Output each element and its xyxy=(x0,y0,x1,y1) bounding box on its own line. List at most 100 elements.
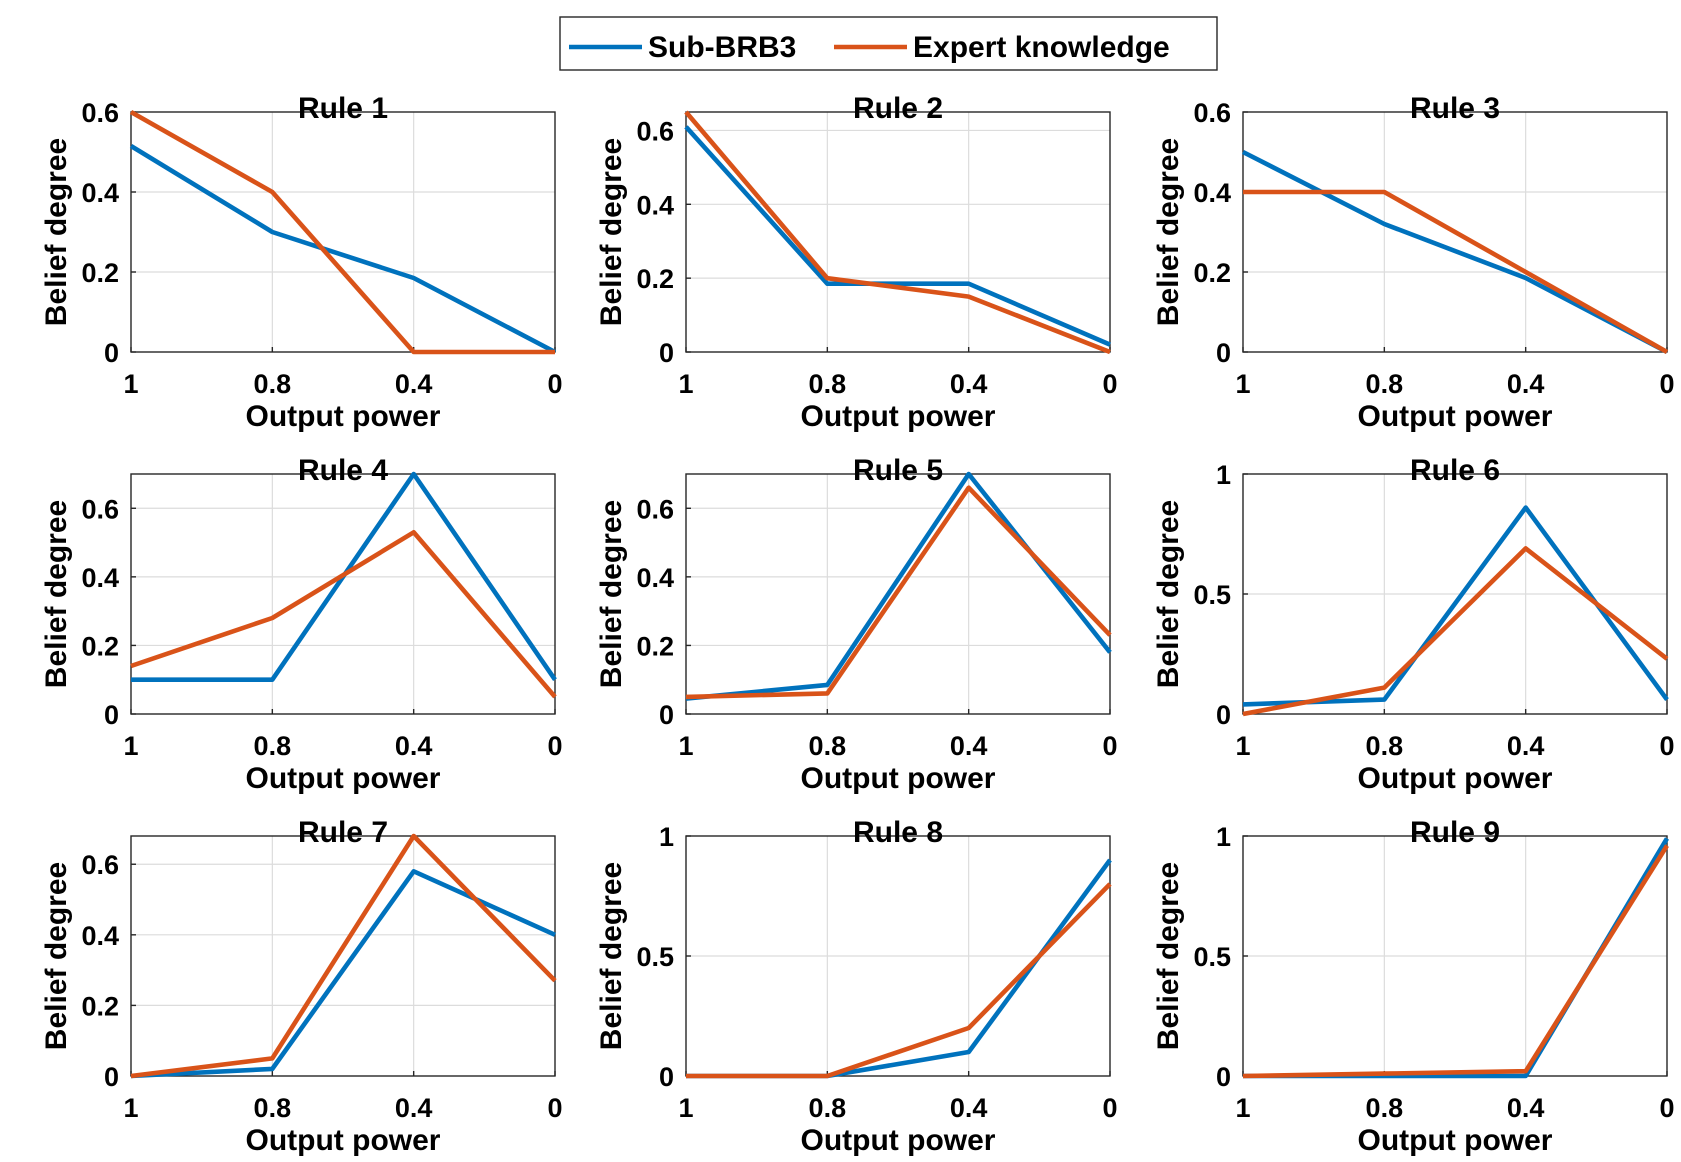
x-tick-label: 0.4 xyxy=(395,731,433,761)
x-tick-label: 0 xyxy=(1102,731,1117,761)
y-tick-label: 0.4 xyxy=(81,563,119,593)
subplot-rule-6: 1 0.8 0.4 0 0 0.5 1 Rule 6 Output power Belief de… xyxy=(1152,454,1675,795)
y-tick-label: 1 xyxy=(659,822,674,852)
x-axis-label: Output power xyxy=(1358,1124,1553,1157)
y-tick-label: 0.6 xyxy=(1193,98,1231,128)
x-tick-label: 0.4 xyxy=(1507,369,1545,399)
subplot-rule-4: 1 0.8 0.4 0 0 0.2 0.4 0.6 Rule 4 Output power Beli… xyxy=(40,454,563,795)
x-tick-label: 0 xyxy=(547,731,562,761)
series-line-expert-knowledge xyxy=(129,109,555,355)
y-tick-label: 0.6 xyxy=(81,850,119,880)
series-line-expert-knowledge xyxy=(686,882,1112,1079)
series-line-sub-brb3 xyxy=(684,125,1111,347)
x-tick-label: 0 xyxy=(1659,369,1674,399)
y-tick-label: 0.6 xyxy=(636,116,674,146)
x-tick-label: 1 xyxy=(678,1093,693,1123)
series-line-expert-knowledge xyxy=(685,485,1112,700)
x-tick-label: 0 xyxy=(1102,1093,1117,1123)
axes-frame xyxy=(130,111,556,353)
series-line-expert-knowledge xyxy=(1243,189,1669,355)
y-tick-label: 0.5 xyxy=(636,942,674,972)
x-tick-label: 1 xyxy=(1235,731,1250,761)
y-tick-label: 0.2 xyxy=(81,631,119,661)
y-axis-label: Belief degree xyxy=(1152,862,1185,1050)
x-tick-label: 1 xyxy=(123,369,138,399)
y-axis-label: Belief degree xyxy=(1152,138,1185,326)
y-tick-label: 1 xyxy=(1216,460,1231,490)
y-tick-label: 0.6 xyxy=(81,98,119,128)
x-tick-label: 0 xyxy=(1659,1093,1674,1123)
x-tick-label: 1 xyxy=(1235,369,1250,399)
series-line-expert-knowledge xyxy=(130,529,557,699)
x-tick-label: 0.8 xyxy=(1366,731,1404,761)
axes-frame xyxy=(1242,473,1668,715)
x-tick-label: 0.4 xyxy=(950,369,988,399)
x-tick-label: 0.4 xyxy=(395,369,433,399)
x-tick-label: 0.8 xyxy=(254,369,292,399)
subplot-title: Rule 4 xyxy=(298,454,388,487)
series-line-sub-brb3 xyxy=(129,144,557,355)
x-tick-label: 0.4 xyxy=(1507,731,1545,761)
y-axis-label: Belief degree xyxy=(40,500,73,688)
subplot-title: Rule 1 xyxy=(298,92,388,125)
x-axis-label: Output power xyxy=(246,762,441,795)
subplot-rule-8: 1 0.8 0.4 0 0 0.5 1 Rule 8 Output power Belief de… xyxy=(595,816,1118,1157)
y-tick-label: 0 xyxy=(1216,1062,1231,1092)
y-tick-label: 0 xyxy=(104,1062,119,1092)
series-line-sub-brb3 xyxy=(130,868,556,1079)
plot-area xyxy=(131,836,555,1076)
subplot-title: Rule 5 xyxy=(853,454,943,487)
axes-frame xyxy=(685,111,1111,353)
y-tick-label: 0.5 xyxy=(1193,580,1231,610)
subplot-rule-3: 1 0.8 0.4 0 0 0.2 0.4 0.6 Rule 3 Output power Beli… xyxy=(1152,92,1675,433)
y-tick-label: 0.4 xyxy=(636,190,674,220)
x-tick-label: 0.4 xyxy=(950,1093,988,1123)
y-tick-label: 0.6 xyxy=(636,494,674,524)
legend-label-sub-brb3: Sub-BRB3 xyxy=(648,31,796,64)
y-axis-label: Belief degree xyxy=(595,500,628,688)
x-tick-label: 1 xyxy=(1235,1093,1250,1123)
x-axis-label: Output power xyxy=(801,1124,996,1157)
legend-box xyxy=(559,16,1218,71)
x-tick-label: 1 xyxy=(123,731,138,761)
subplot-title: Rule 3 xyxy=(1410,92,1500,125)
axes-frame xyxy=(685,835,1111,1077)
x-tick-label: 1 xyxy=(123,1093,138,1123)
x-tick-label: 0 xyxy=(547,1093,562,1123)
subplot-grid: 1 0.8 0.4 0 0 0.2 0.4 0.6 Rule 1 Output power Beli… xyxy=(40,92,1675,1157)
subplot-rule-1: 1 0.8 0.4 0 0 0.2 0.4 0.6 Rule 1 Output power Beli… xyxy=(40,92,563,433)
axes-frame xyxy=(130,835,556,1077)
subplot-title: Rule 6 xyxy=(1410,454,1500,487)
x-tick-label: 1 xyxy=(678,731,693,761)
x-axis-label: Output power xyxy=(801,400,996,433)
subplot-title: Rule 8 xyxy=(853,816,943,849)
y-tick-label: 0 xyxy=(104,700,119,730)
plot-area xyxy=(131,474,555,714)
y-axis-label: Belief degree xyxy=(1152,500,1185,688)
x-tick-label: 0.8 xyxy=(1366,1093,1404,1123)
y-axis-label: Belief degree xyxy=(40,862,73,1050)
y-tick-label: 1 xyxy=(1216,822,1231,852)
x-tick-label: 0.8 xyxy=(809,369,847,399)
subplot-title: Rule 9 xyxy=(1410,816,1500,849)
y-tick-label: 0 xyxy=(1216,338,1231,368)
x-tick-label: 0.4 xyxy=(1507,1093,1545,1123)
y-axis-label: Belief degree xyxy=(40,138,73,326)
x-tick-label: 0.8 xyxy=(809,731,847,761)
legend: Sub-BRB3 Expert knowledge xyxy=(559,16,1218,71)
x-axis-label: Output power xyxy=(246,400,441,433)
y-axis-label: Belief degree xyxy=(595,138,628,326)
y-tick-label: 0.2 xyxy=(81,991,119,1021)
x-tick-label: 0.8 xyxy=(254,1093,292,1123)
y-tick-label: 0 xyxy=(104,338,119,368)
x-axis-label: Output power xyxy=(246,1124,441,1157)
y-tick-label: 0 xyxy=(659,700,674,730)
x-axis-label: Output power xyxy=(801,762,996,795)
x-tick-label: 0.8 xyxy=(1366,369,1404,399)
x-tick-label: 0 xyxy=(1102,369,1117,399)
y-tick-label: 0.5 xyxy=(1193,942,1231,972)
y-tick-label: 0 xyxy=(659,338,674,368)
y-tick-label: 0.2 xyxy=(636,631,674,661)
